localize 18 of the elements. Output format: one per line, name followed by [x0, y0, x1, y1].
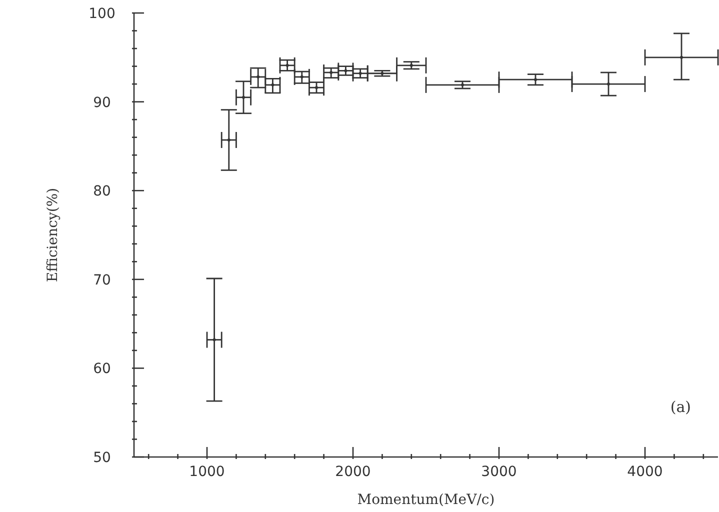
y-axis-title: Efficiency(%) [44, 188, 61, 282]
point [344, 69, 348, 72]
point [358, 72, 362, 75]
x-tick-label: 4000 [627, 464, 663, 480]
y-tick-label: 90 [93, 94, 111, 111]
point [212, 338, 216, 342]
point [271, 83, 274, 86]
x-tick-label: 3000 [481, 464, 517, 480]
y-tick-label: 70 [93, 272, 111, 288]
y-tick-label: 80 [93, 184, 111, 200]
x-tick-label: 1000 [189, 464, 225, 480]
x-tick-label: 2000 [335, 464, 371, 480]
x-axis-title: Momentum(MeV/c) [357, 492, 495, 508]
point [286, 64, 289, 67]
y-tick-label: 60 [93, 361, 111, 378]
y-tick-label: 50 [93, 450, 111, 466]
y-tick-label: 100 [88, 6, 116, 22]
annotation: (a) [670, 398, 691, 416]
